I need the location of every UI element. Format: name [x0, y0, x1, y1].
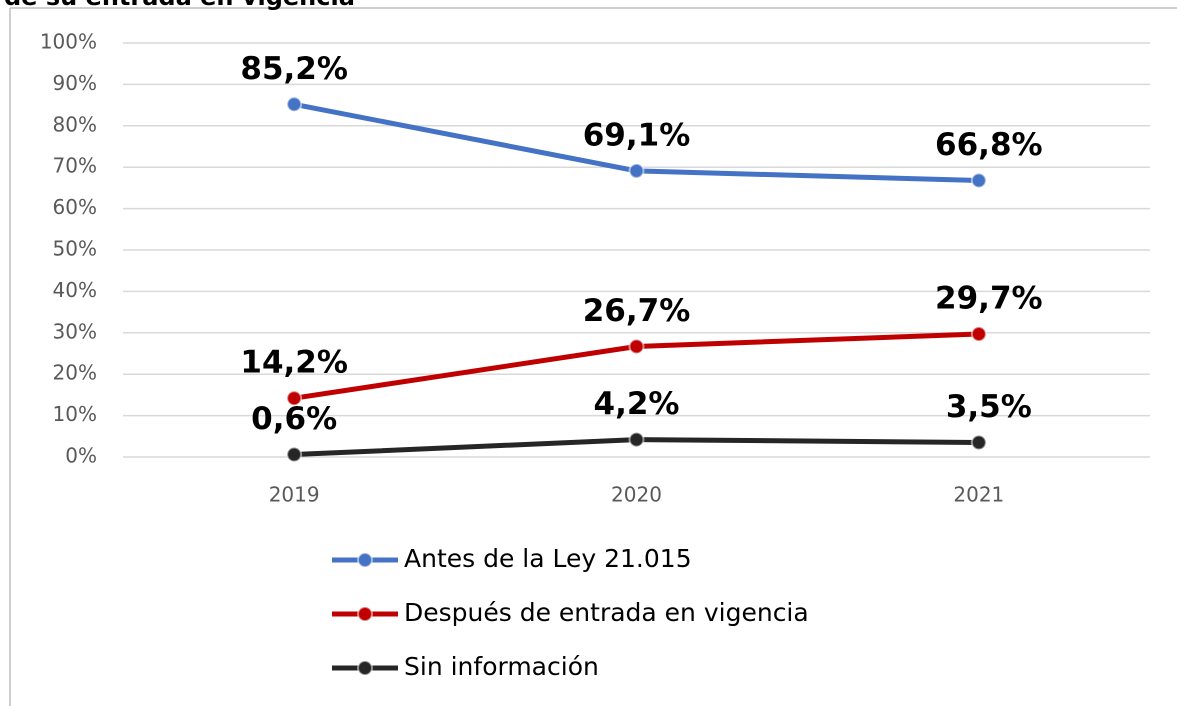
data-point: [286, 446, 303, 463]
data-label: 3,5%: [946, 389, 1032, 425]
y-tick-label: 50%: [53, 237, 97, 261]
data-label: 0,6%: [251, 401, 337, 437]
data-label: 29,7%: [935, 281, 1043, 317]
y-tick-label: 60%: [53, 195, 97, 219]
data-label: 4,2%: [594, 386, 680, 422]
y-tick-label: 70%: [53, 154, 97, 178]
legend-marker: [357, 552, 373, 568]
x-tick-label: 2020: [611, 483, 662, 507]
y-tick-label: 0%: [65, 444, 97, 468]
legend-marker: [357, 606, 373, 622]
legend-label: Antes de la Ley 21.015: [404, 544, 692, 573]
data-label: 66,8%: [935, 127, 1043, 163]
legend-label: Sin información: [404, 652, 599, 681]
data-point: [628, 431, 645, 448]
legend-marker: [357, 660, 373, 676]
data-point: [970, 326, 987, 343]
data-label: 14,2%: [240, 345, 348, 381]
data-point: [628, 338, 645, 355]
data-point: [970, 172, 987, 189]
y-tick-label: 40%: [53, 278, 97, 302]
chart-title: de su entrada en vigencia: [4, 0, 355, 11]
y-tick-label: 10%: [53, 402, 97, 426]
y-tick-label: 100%: [40, 30, 97, 54]
y-tick-label: 80%: [53, 112, 97, 136]
x-tick-label: 2019: [269, 483, 320, 507]
data-point: [628, 162, 645, 179]
y-tick-label: 30%: [53, 319, 97, 343]
data-point: [286, 390, 303, 407]
data-point: [286, 96, 303, 113]
x-tick-label: 2021: [953, 483, 1004, 507]
data-label: 26,7%: [583, 293, 691, 329]
legend-label: Después de entrada en vigencia: [404, 598, 809, 627]
data-label: 85,2%: [240, 51, 348, 87]
y-tick-label: 20%: [53, 361, 97, 385]
data-label: 69,1%: [583, 117, 691, 153]
y-tick-label: 90%: [53, 71, 97, 95]
data-point: [970, 434, 987, 451]
